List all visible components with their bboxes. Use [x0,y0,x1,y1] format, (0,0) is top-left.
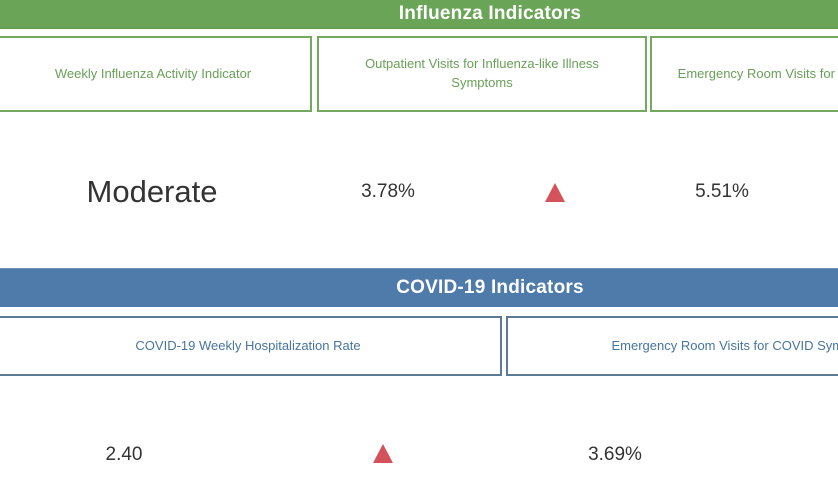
kpi-value-flu-activity[interactable]: Moderate [86,174,218,209]
covid-section-header: COVID-19 Indicators [0,268,838,307]
kpi-label: Outpatient Visits for Influenza-like Ill… [365,56,599,90]
kpi-box-outpatient-ili-visits[interactable]: Outpatient Visits for Influenza-like Ill… [317,36,647,112]
trend-up-icon[interactable] [373,444,393,463]
influenza-section-header: Influenza Indicators [0,0,838,29]
kpi-value-covid-hospitalization[interactable]: 2.40 [105,444,143,465]
kpi-value-er-flu[interactable]: 5.51% [695,181,749,202]
kpi-label: Emergency Room Visits for COVID Symptoms [611,337,838,353]
kpi-label: Emergency Room Visits for Influenza Symp… [677,65,838,81]
kpi-box-er-covid-visits[interactable]: Emergency Room Visits for COVID Symptoms [506,316,838,376]
kpi-box-covid-hospitalization-rate[interactable]: COVID-19 Weekly Hospitalization Rate [0,316,502,376]
kpi-value-er-covid[interactable]: 3.69% [588,444,642,465]
kpi-box-er-flu-visits[interactable]: Emergency Room Visits for Influenza Symp… [650,36,838,112]
kpi-box-weekly-flu-activity[interactable]: Weekly Influenza Activity Indicator [0,36,312,112]
kpi-label: COVID-19 Weekly Hospitalization Rate [135,337,361,353]
kpi-value-outpatient-ili[interactable]: 3.78% [361,181,415,202]
kpi-label: Weekly Influenza Activity Indicator [54,65,252,81]
trend-up-icon[interactable] [545,183,565,202]
